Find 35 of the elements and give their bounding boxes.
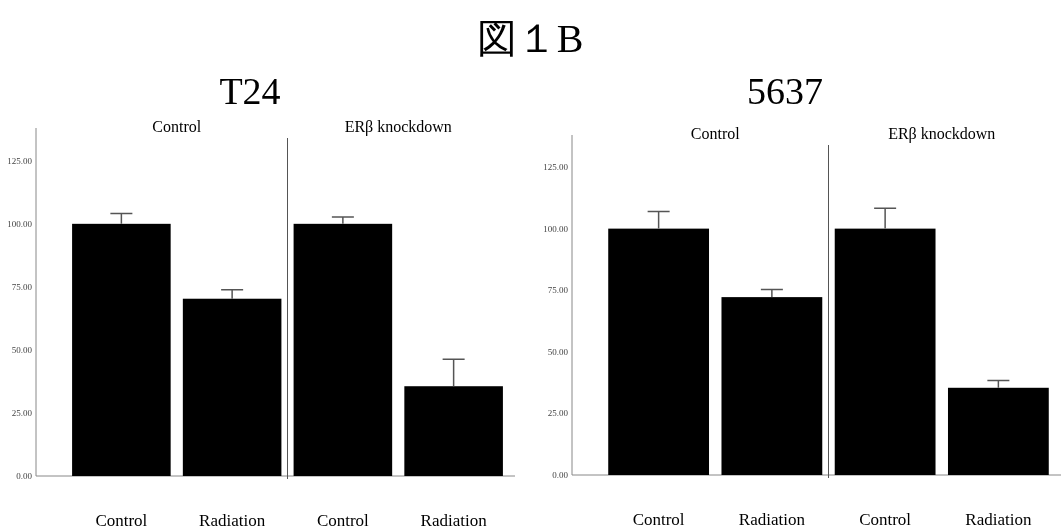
x-tick-label: Radiation bbox=[965, 510, 1032, 529]
x-tick-label: Control bbox=[316, 511, 370, 530]
y-tick-label: 25.00 bbox=[547, 408, 569, 419]
bar bbox=[834, 228, 936, 475]
y-tick-label: 50.00 bbox=[547, 346, 569, 357]
y-tick-label: 0.00 bbox=[16, 471, 33, 481]
y-tick-label: 50.00 bbox=[11, 344, 33, 355]
annotation: ERβ knockdown bbox=[344, 118, 452, 136]
y-tick-label: 125.00 bbox=[7, 155, 33, 166]
y-tick-label: 0.00 bbox=[552, 470, 569, 480]
x-tick-label: Control bbox=[632, 510, 685, 529]
bar bbox=[947, 387, 1049, 475]
x-tick-label: Control bbox=[95, 511, 148, 530]
bar bbox=[293, 223, 393, 476]
bar bbox=[404, 386, 503, 476]
y-tick-label: 125.00 bbox=[543, 162, 569, 173]
bar bbox=[72, 223, 171, 476]
annotation: Control bbox=[152, 118, 202, 135]
annotation: ERβ knockdown bbox=[888, 125, 996, 143]
y-tick-label: 100.00 bbox=[7, 218, 33, 229]
annotation: Control bbox=[690, 125, 741, 142]
y-tick-label: 75.00 bbox=[11, 281, 33, 292]
bar bbox=[608, 228, 710, 475]
chart-title: 5637 bbox=[747, 70, 823, 112]
y-tick-label: 75.00 bbox=[547, 285, 569, 296]
x-tick-label: Radiation bbox=[738, 510, 806, 529]
bar bbox=[182, 298, 282, 476]
chart-title: T24 bbox=[219, 70, 281, 112]
bar bbox=[721, 297, 823, 475]
y-tick-label: 25.00 bbox=[11, 407, 33, 418]
x-tick-label: Control bbox=[859, 510, 912, 529]
y-tick-label: 100.00 bbox=[543, 223, 569, 234]
caption: 図１B bbox=[476, 16, 584, 61]
x-tick-label: Radiation bbox=[420, 511, 488, 530]
x-tick-label: Radiation bbox=[199, 511, 266, 530]
